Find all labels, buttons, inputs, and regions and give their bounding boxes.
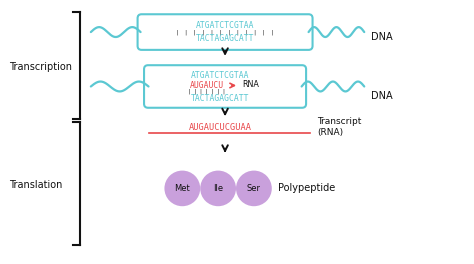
Circle shape	[236, 171, 272, 206]
Text: | | | | | | |: | | | | | | |	[189, 89, 226, 94]
FancyBboxPatch shape	[144, 65, 306, 108]
FancyBboxPatch shape	[137, 14, 312, 50]
Text: Met: Met	[174, 184, 190, 193]
Circle shape	[164, 171, 200, 206]
Circle shape	[200, 171, 236, 206]
Text: DNA: DNA	[371, 32, 393, 42]
Text: RNA: RNA	[242, 80, 259, 89]
Text: ATGATCTCGTAA: ATGATCTCGTAA	[191, 71, 249, 80]
Text: Transcript
(RNA): Transcript (RNA)	[318, 117, 362, 137]
Text: AUGAUCU: AUGAUCU	[190, 81, 224, 90]
Text: ATGATCTCGTAA: ATGATCTCGTAA	[196, 21, 255, 30]
Text: Polypeptide: Polypeptide	[278, 183, 335, 194]
Text: Ser: Ser	[247, 184, 261, 193]
Text: TACTAGAGCATT: TACTAGAGCATT	[191, 94, 249, 103]
Text: TACTAGAGCATT: TACTAGAGCATT	[196, 35, 255, 44]
Text: |  |  |  |  |  |  |  |  |  |  |  |: | | | | | | | | | | | |	[176, 29, 274, 35]
Text: Transcription: Transcription	[9, 62, 73, 72]
Text: DNA: DNA	[371, 91, 393, 101]
Text: AUGAUCUCGUAA: AUGAUCUCGUAA	[189, 122, 252, 131]
Text: Ile: Ile	[213, 184, 223, 193]
Text: Translation: Translation	[9, 180, 63, 190]
